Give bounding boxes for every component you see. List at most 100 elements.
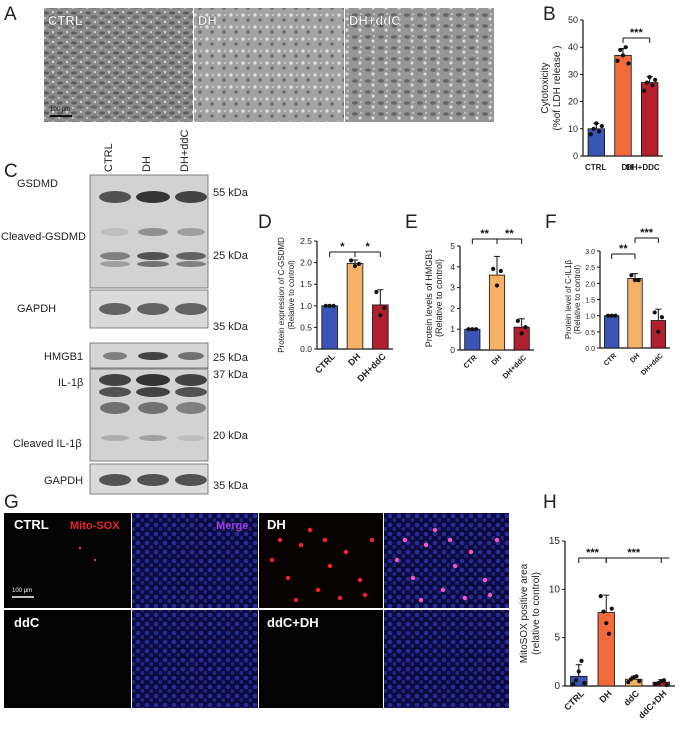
fluor-label-merge: Merge — [216, 520, 248, 532]
y-axis-label: Protein level of C-IL1β — [564, 259, 573, 339]
blot-band — [138, 352, 168, 360]
sig-label: *** — [627, 547, 641, 559]
merge-spot — [440, 587, 446, 593]
micrograph-label-ctrl: CTRL — [48, 13, 83, 28]
y-tick-label: 1.5 — [300, 279, 312, 289]
y-tick-label: 0 — [573, 151, 578, 161]
mitosox-spot — [307, 527, 313, 533]
sig-label: *** — [640, 227, 654, 239]
chart-e-hmgb1: 0 1 2 3 4 5 Protein levels of HMGB1 (Relative t… — [424, 228, 534, 380]
blot-band — [99, 191, 131, 203]
data-point — [523, 325, 528, 330]
data-point — [636, 278, 641, 283]
data-point — [356, 261, 362, 266]
data-point — [652, 310, 657, 315]
data-point — [519, 331, 524, 336]
data-point — [378, 313, 383, 318]
fluor-ddc-merge — [132, 610, 258, 708]
data-point — [470, 327, 475, 332]
fluor-ctrl-mitosox — [4, 513, 131, 608]
data-point — [618, 47, 623, 53]
y-tick-label: 10 — [568, 124, 578, 134]
blot-band — [137, 474, 169, 486]
lane-label-dh-ddc: DH+ddC — [179, 129, 191, 172]
merge-spot — [410, 575, 416, 581]
y-tick-label: 0.0 — [585, 346, 595, 353]
y-tick-label: 1.5 — [585, 298, 595, 305]
panel-letter-g: G — [4, 492, 19, 513]
y-tick-label: 2.0 — [300, 258, 312, 268]
panel-letter-f: F — [545, 212, 557, 233]
mitosox-spot — [269, 557, 275, 563]
blot-band — [99, 374, 131, 386]
blot-band — [100, 261, 130, 267]
bar — [604, 315, 620, 349]
fluor-ddc-mitosox — [4, 610, 131, 708]
fluor-label-ddc-dh: ddC+DH — [267, 615, 319, 630]
y-tick-label: 5 — [554, 633, 560, 644]
data-point — [650, 83, 655, 88]
data-point — [664, 682, 669, 688]
blot-band — [178, 352, 204, 360]
y-tick-label: 1.0 — [300, 301, 312, 311]
data-point — [374, 289, 379, 295]
data-point — [474, 327, 479, 332]
micrograph-dh — [194, 8, 344, 122]
data-point — [382, 305, 387, 311]
y-axis-label: (Relative to control) — [434, 259, 444, 337]
blot-label-cleaved-il1b: Cleaved IL-1β — [13, 438, 82, 450]
blot-label-il1b: IL-1β — [58, 377, 83, 389]
data-point — [573, 678, 579, 683]
merge-spot — [418, 597, 424, 603]
y-tick-label: 2.5 — [585, 265, 595, 272]
data-point — [626, 61, 631, 66]
blot-band — [138, 402, 168, 414]
category-label: ddC+DH — [636, 688, 668, 720]
bar — [372, 304, 389, 350]
blot-label-gapdh-1: GAPDH — [17, 303, 56, 315]
bar — [513, 326, 530, 351]
data-point — [327, 303, 332, 308]
data-point — [620, 53, 626, 58]
category-label: CTRL — [562, 688, 586, 712]
chart-f-c-il1b: 0.0 0.5 1.0 1.5 2.0 2.5 3.0 Protein level of C-… — [564, 227, 670, 377]
y-tick-label: 0.5 — [585, 330, 595, 337]
sig-label: *** — [630, 27, 644, 39]
category-label: CTR — [461, 353, 479, 371]
panel-letter-e: E — [405, 212, 418, 233]
data-point — [629, 273, 634, 278]
data-point — [352, 263, 358, 269]
merge-spot — [432, 527, 438, 533]
panel-a-micrographs: CTRL DH DH+ddC 100 μm — [44, 8, 494, 122]
blot-label-gapdh-2: GAPDH — [44, 475, 83, 487]
mitosox-spot — [293, 597, 299, 603]
blot-band — [175, 303, 207, 315]
sig-label: ** — [505, 228, 514, 240]
data-point — [599, 123, 604, 129]
data-point — [647, 75, 652, 80]
mitosox-spot — [343, 549, 349, 555]
data-point — [601, 609, 606, 614]
y-tick-label: 10 — [549, 584, 561, 595]
blot-band — [137, 252, 169, 260]
blot-band — [100, 252, 130, 260]
mw-marker-35b: 35 kDa — [213, 480, 249, 492]
merge-spot — [462, 595, 468, 601]
bar — [641, 82, 659, 157]
data-point — [466, 327, 471, 332]
blot-band — [136, 374, 170, 386]
y-tick-label: 15 — [549, 536, 561, 547]
chart-b-cytotoxicity: 0 10 20 30 40 50 Cytotoxicity (%of LDH release … — [540, 15, 663, 172]
data-point — [579, 658, 584, 663]
y-axis-label: Cytotoxicity — [540, 62, 551, 113]
category-label: CTR — [603, 352, 618, 367]
blot-label-hmgb1: HMGB1 — [44, 351, 83, 363]
y-tick-label: 40 — [568, 42, 578, 52]
y-axis-label: (Relative to control) — [287, 260, 296, 330]
data-point — [588, 132, 593, 137]
fluor-ddcdh-mitosox — [259, 610, 383, 708]
y-tick-label: 3 — [450, 283, 455, 293]
bar — [464, 328, 481, 351]
blot-band — [101, 228, 129, 236]
category-label: ddC — [622, 688, 642, 708]
